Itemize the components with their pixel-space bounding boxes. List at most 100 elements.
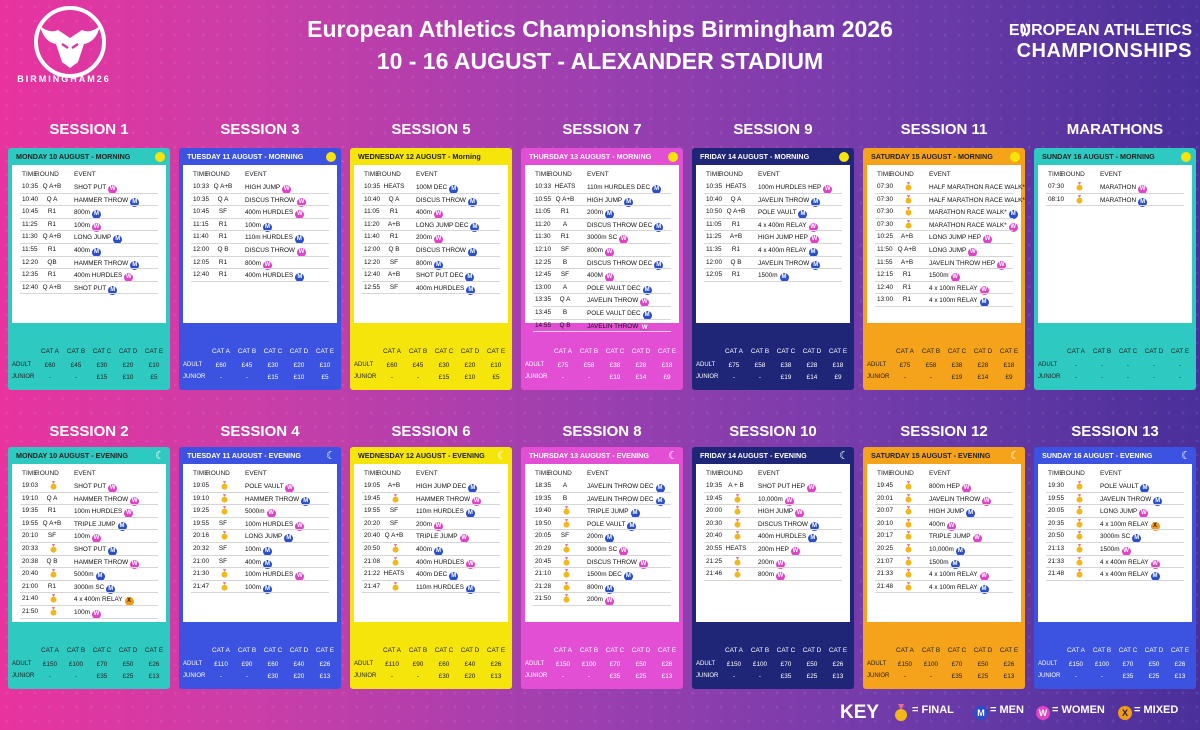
event-time: 21:00 [193,557,209,565]
table-row: 19:45 10,000m W [696,493,850,506]
event-round: A+B [387,482,401,489]
price-category-header: CAT D [631,348,651,355]
price-table: CAT A CAT B CAT C CAT D CAT E ADULT JUNIOR £110… [350,643,512,689]
price-category-header: CAT E [486,647,506,654]
event-label: SHOT PUT DEC [416,272,464,280]
row-divider [362,504,500,506]
table-row: 10:55 Q A+B HIGH JUMP M [525,194,679,207]
medal-icon [392,493,399,503]
table-row: 20:00 HIGH JUMP W [696,505,850,519]
event-label: 1500m DEC [587,571,622,579]
medal-icon [563,569,570,578]
adult-price: £150 [1068,661,1084,668]
medal-icon [221,581,228,591]
men-badge-icon: M [630,509,640,519]
men-badge-icon: M [130,260,140,270]
event-label: JAVELIN THROW DEC [587,495,654,503]
men-badge-icon: M [979,584,989,594]
adult-price: £58 [754,362,766,369]
column-header-time: TIME [22,470,38,477]
men-badge-icon: M [465,273,475,283]
event-label: POLE VAULT [1100,483,1139,491]
men-badge-icon: M [468,484,478,493]
table-row: 21:07 1500m M [867,556,1021,569]
women-badge-icon: W [459,534,469,544]
table-row: 21:46 800m W [696,568,850,582]
event-time: 19:45 [364,494,380,502]
table-row: 08:10 MARATHON M [1038,194,1192,207]
men-badge-icon: M [808,248,818,257]
price-category-header: CAT E [657,348,677,355]
women-badge-icon: W [282,185,292,194]
event-name: 110m HURDLES DEC M [587,183,662,194]
event-round: SF [389,519,399,527]
adult-price: £50 [806,661,818,668]
women-badge-icon: W [823,185,833,194]
event-name: MARATHON M [1100,196,1148,207]
price-category-header: CAT C [1118,348,1138,355]
row-divider [533,217,671,219]
event-time: 21:08 [364,557,380,565]
price-table: CAT A CAT B CAT C CAT D CAT E ADULT JUNIOR £150… [1034,643,1196,689]
adult-label: ADULT [696,661,716,667]
adult-price: £100 [923,661,939,668]
event-round: SF [560,532,570,540]
event-name: 4 x 400m RELAY W [1100,558,1160,569]
event-name: 10,000m W [758,495,794,506]
price-category-header: CAT B [921,647,941,654]
event-name: JAVELIN THROW W [587,322,650,333]
event-label: 4 x 400m RELAY [758,247,807,255]
junior-price: £5 [492,374,500,381]
row-divider [191,205,329,207]
row-divider [704,230,842,232]
event-round: Q A+B [42,183,62,190]
event-name: DISCUS THROW W [245,246,306,257]
event-label: 400m HURDLES [245,272,294,280]
medal-icon [905,569,912,578]
medal-icon [50,569,57,578]
session-date: SATURDAY 15 AUGUST - MORNING [871,152,993,161]
event-round: R1 [47,208,57,216]
men-badge-icon: M [966,509,976,519]
event-round: Q B [46,557,58,565]
session-date: MONDAY 10 AUGUST - MORNING [16,152,131,161]
table-row: 12:10 SF 800m W [525,244,679,257]
price-category-header: CAT B [408,348,428,355]
event-time: 11:05 [535,208,551,216]
women-badge-icon: W [983,235,993,245]
junior-price: £13 [1174,673,1186,680]
event-round: SF [218,208,228,216]
event-name: DISCUS THROW DEC M [587,259,664,270]
event-label: POLE VAULT [587,520,626,528]
adult-price: £90 [412,661,424,668]
session-header: SATURDAY 15 AUGUST - EVENING ☾ [863,447,1025,464]
event-label: 110m HURDLES [245,234,293,242]
event-time: 21:25 [706,557,722,565]
event-name: HIGH JUMP W [245,183,292,194]
event-label: 3000m SC [74,583,105,591]
row-divider [1046,192,1184,194]
logo-text: BIRMINGHAM26 [17,74,111,84]
men-badge-icon: M [108,547,118,556]
adult-price: £150 [555,661,571,668]
table-row: 20:10 SF 100m W [12,530,166,544]
column-header-round: ROUND [719,171,743,178]
event-time: 12:20 [22,258,38,266]
women-badge-icon: W [776,572,785,582]
table-row: 12:40 A+B SHOT PUT DEC M [354,269,508,283]
schedule-table: TIME ROUND EVENT 19:45 800m HEP W 20:01 JAVELIN… [867,464,1021,622]
medal-icon [905,481,912,490]
men-badge-icon: M [117,521,127,531]
table-row: 19:03 SHOT PUT W [12,480,166,493]
women-badge-icon: W [776,559,785,569]
column-header-event: EVENT [74,470,96,477]
event-name: DISCUS THROW W [587,558,648,569]
women-badge-icon: W [807,484,816,493]
event-name: HAMMER THROW W [416,495,482,506]
table-row: 21:33 4 x 400m RELAY W [1038,556,1192,569]
table-row: 11:55 R1 400m M [12,244,166,257]
table-row: 12:40 R1 4 x 100m RELAY W [867,282,1021,295]
column-header-round: ROUND [890,470,914,477]
medal-icon [734,493,741,503]
event-label: JAVELIN THROW HEP [929,259,996,267]
